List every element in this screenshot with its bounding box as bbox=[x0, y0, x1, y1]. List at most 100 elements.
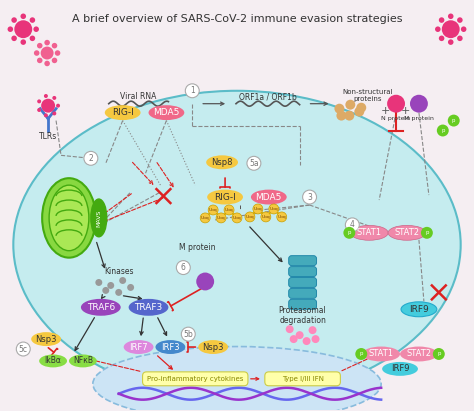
Ellipse shape bbox=[388, 225, 426, 240]
Text: STAT1: STAT1 bbox=[369, 349, 393, 358]
Ellipse shape bbox=[31, 332, 61, 346]
Circle shape bbox=[296, 331, 304, 339]
Circle shape bbox=[439, 17, 445, 23]
FancyBboxPatch shape bbox=[289, 299, 317, 309]
Circle shape bbox=[185, 84, 199, 98]
Circle shape bbox=[421, 227, 433, 239]
Ellipse shape bbox=[128, 299, 168, 316]
Circle shape bbox=[311, 335, 319, 343]
Circle shape bbox=[52, 111, 56, 115]
Ellipse shape bbox=[49, 185, 89, 251]
Text: Ubq: Ubq bbox=[277, 215, 286, 219]
Circle shape bbox=[335, 104, 345, 113]
Circle shape bbox=[247, 156, 261, 170]
FancyBboxPatch shape bbox=[289, 256, 317, 266]
Circle shape bbox=[182, 327, 195, 341]
Ellipse shape bbox=[91, 199, 107, 237]
Text: MDA5: MDA5 bbox=[255, 193, 282, 201]
Ellipse shape bbox=[93, 346, 381, 411]
Circle shape bbox=[37, 99, 41, 103]
Text: Ubq: Ubq bbox=[233, 216, 241, 220]
Ellipse shape bbox=[39, 354, 67, 367]
Circle shape bbox=[115, 289, 122, 296]
Text: Nsp3: Nsp3 bbox=[36, 335, 57, 344]
Ellipse shape bbox=[362, 346, 400, 361]
Text: TRAF3: TRAF3 bbox=[135, 303, 163, 312]
Ellipse shape bbox=[42, 178, 96, 258]
Text: 5c: 5c bbox=[19, 344, 28, 353]
Ellipse shape bbox=[13, 91, 461, 399]
Circle shape bbox=[448, 39, 454, 45]
Ellipse shape bbox=[105, 105, 141, 120]
Ellipse shape bbox=[350, 225, 388, 240]
Circle shape bbox=[52, 43, 57, 48]
Text: Non-structural
proteins: Non-structural proteins bbox=[342, 89, 392, 102]
Circle shape bbox=[95, 279, 102, 286]
Circle shape bbox=[107, 282, 114, 289]
Text: +: + bbox=[401, 106, 410, 115]
Text: Ubq: Ubq bbox=[269, 207, 278, 211]
Circle shape bbox=[102, 287, 109, 294]
Circle shape bbox=[44, 113, 48, 118]
FancyBboxPatch shape bbox=[265, 372, 340, 386]
Ellipse shape bbox=[382, 362, 418, 376]
Ellipse shape bbox=[69, 354, 97, 367]
Circle shape bbox=[286, 325, 294, 333]
Text: IRF9: IRF9 bbox=[409, 305, 429, 314]
Ellipse shape bbox=[155, 340, 185, 354]
Ellipse shape bbox=[400, 346, 438, 361]
Circle shape bbox=[20, 14, 26, 19]
Circle shape bbox=[277, 212, 287, 222]
Text: 4: 4 bbox=[350, 220, 355, 229]
Text: 1: 1 bbox=[190, 86, 195, 95]
Text: Ubq: Ubq bbox=[262, 215, 270, 219]
Circle shape bbox=[457, 17, 463, 23]
Circle shape bbox=[176, 261, 190, 275]
Circle shape bbox=[84, 151, 98, 165]
Text: 2: 2 bbox=[89, 154, 93, 163]
Circle shape bbox=[356, 103, 366, 113]
Ellipse shape bbox=[81, 299, 121, 316]
Text: A brief overview of SARS-CoV-2 immune evasion strategies: A brief overview of SARS-CoV-2 immune ev… bbox=[72, 14, 402, 24]
Text: 5b: 5b bbox=[183, 330, 193, 339]
Circle shape bbox=[437, 125, 449, 136]
Text: Kinases: Kinases bbox=[104, 267, 134, 276]
Circle shape bbox=[387, 95, 405, 113]
Circle shape bbox=[52, 96, 56, 100]
Text: 3: 3 bbox=[307, 193, 312, 201]
Circle shape bbox=[41, 99, 55, 113]
Ellipse shape bbox=[401, 302, 437, 317]
Ellipse shape bbox=[206, 155, 238, 169]
Circle shape bbox=[343, 227, 356, 239]
Text: p: p bbox=[347, 230, 351, 236]
Ellipse shape bbox=[207, 189, 243, 205]
Circle shape bbox=[119, 277, 126, 284]
Text: 5a: 5a bbox=[249, 159, 259, 168]
Circle shape bbox=[302, 190, 317, 204]
Text: IkBα: IkBα bbox=[45, 356, 62, 365]
Text: p: p bbox=[441, 128, 445, 133]
Text: M protein: M protein bbox=[404, 116, 434, 121]
Circle shape bbox=[56, 104, 60, 108]
Circle shape bbox=[11, 17, 17, 23]
Text: STAT1: STAT1 bbox=[357, 229, 382, 237]
Circle shape bbox=[16, 342, 30, 356]
Text: NFкB: NFкB bbox=[73, 356, 93, 365]
Ellipse shape bbox=[198, 340, 228, 354]
Text: p: p bbox=[359, 351, 363, 356]
Circle shape bbox=[34, 50, 39, 56]
Text: Ubq: Ubq bbox=[246, 215, 254, 219]
Text: M protein: M protein bbox=[179, 243, 216, 252]
Text: Nsp3: Nsp3 bbox=[202, 342, 224, 351]
Text: Ubq: Ubq bbox=[254, 207, 262, 211]
Circle shape bbox=[461, 26, 466, 32]
FancyBboxPatch shape bbox=[289, 277, 317, 287]
Circle shape bbox=[439, 35, 445, 41]
Circle shape bbox=[37, 58, 43, 63]
Text: Ubq: Ubq bbox=[201, 216, 210, 220]
Circle shape bbox=[302, 337, 310, 345]
Text: p: p bbox=[452, 118, 456, 123]
Text: IRF3: IRF3 bbox=[161, 342, 180, 351]
Circle shape bbox=[208, 205, 218, 215]
Circle shape bbox=[14, 20, 32, 38]
